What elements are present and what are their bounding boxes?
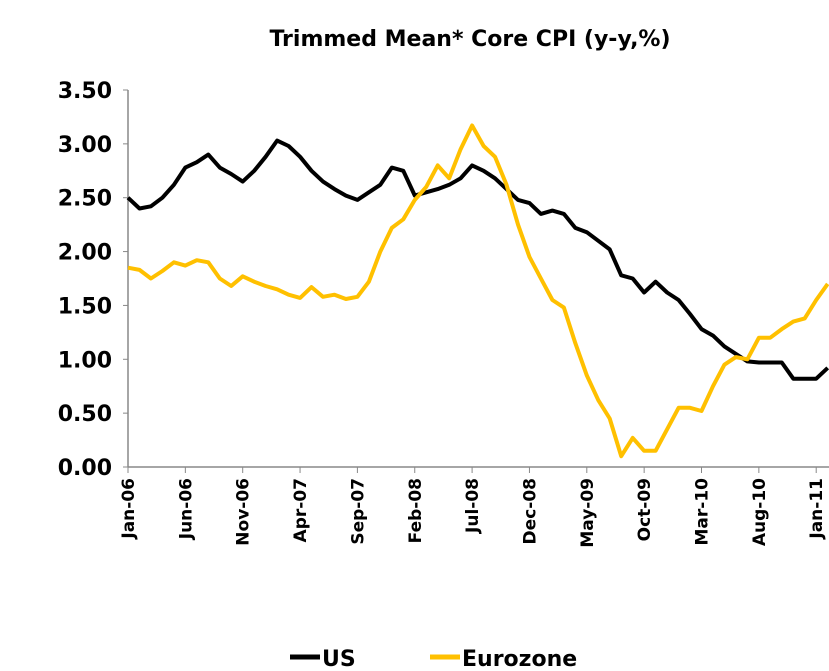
x-tick-label: Feb-08 (406, 478, 426, 543)
y-tick-label: 3.50 (58, 79, 112, 104)
y-tick-label: 0.00 (58, 456, 112, 481)
x-tick-label: Jul-08 (463, 478, 483, 534)
y-tick-label: 3.00 (58, 133, 112, 158)
x-tick-label: Mar-10 (693, 478, 713, 546)
x-tick-label: Nov-06 (234, 478, 254, 546)
x-tick-label: May-09 (578, 478, 598, 548)
legend-label: Eurozone (462, 647, 577, 671)
x-tick-label: Dec-08 (520, 478, 540, 544)
x-tick-label: Oct-09 (635, 478, 655, 541)
x-tick-label: Jan-06 (119, 478, 139, 540)
x-tick-label: Aug-10 (750, 478, 770, 546)
x-tick-label: Sep-07 (348, 478, 368, 545)
y-tick-label: 1.50 (58, 294, 112, 319)
y-tick-label: 1.00 (58, 348, 112, 373)
series-line (126, 138, 829, 381)
series-line (127, 123, 829, 459)
y-tick-label: 2.00 (58, 241, 112, 266)
legend-label: US (322, 647, 356, 671)
y-tick-label: 0.50 (58, 402, 112, 427)
x-tick-label: Jan-11 (807, 478, 827, 540)
x-tick-label: Jun-06 (176, 478, 196, 540)
chart-title: Trimmed Mean* Core CPI (y-y,%) (269, 27, 670, 52)
x-tick-label: Apr-07 (291, 478, 311, 542)
y-tick-label: 2.50 (58, 187, 112, 212)
